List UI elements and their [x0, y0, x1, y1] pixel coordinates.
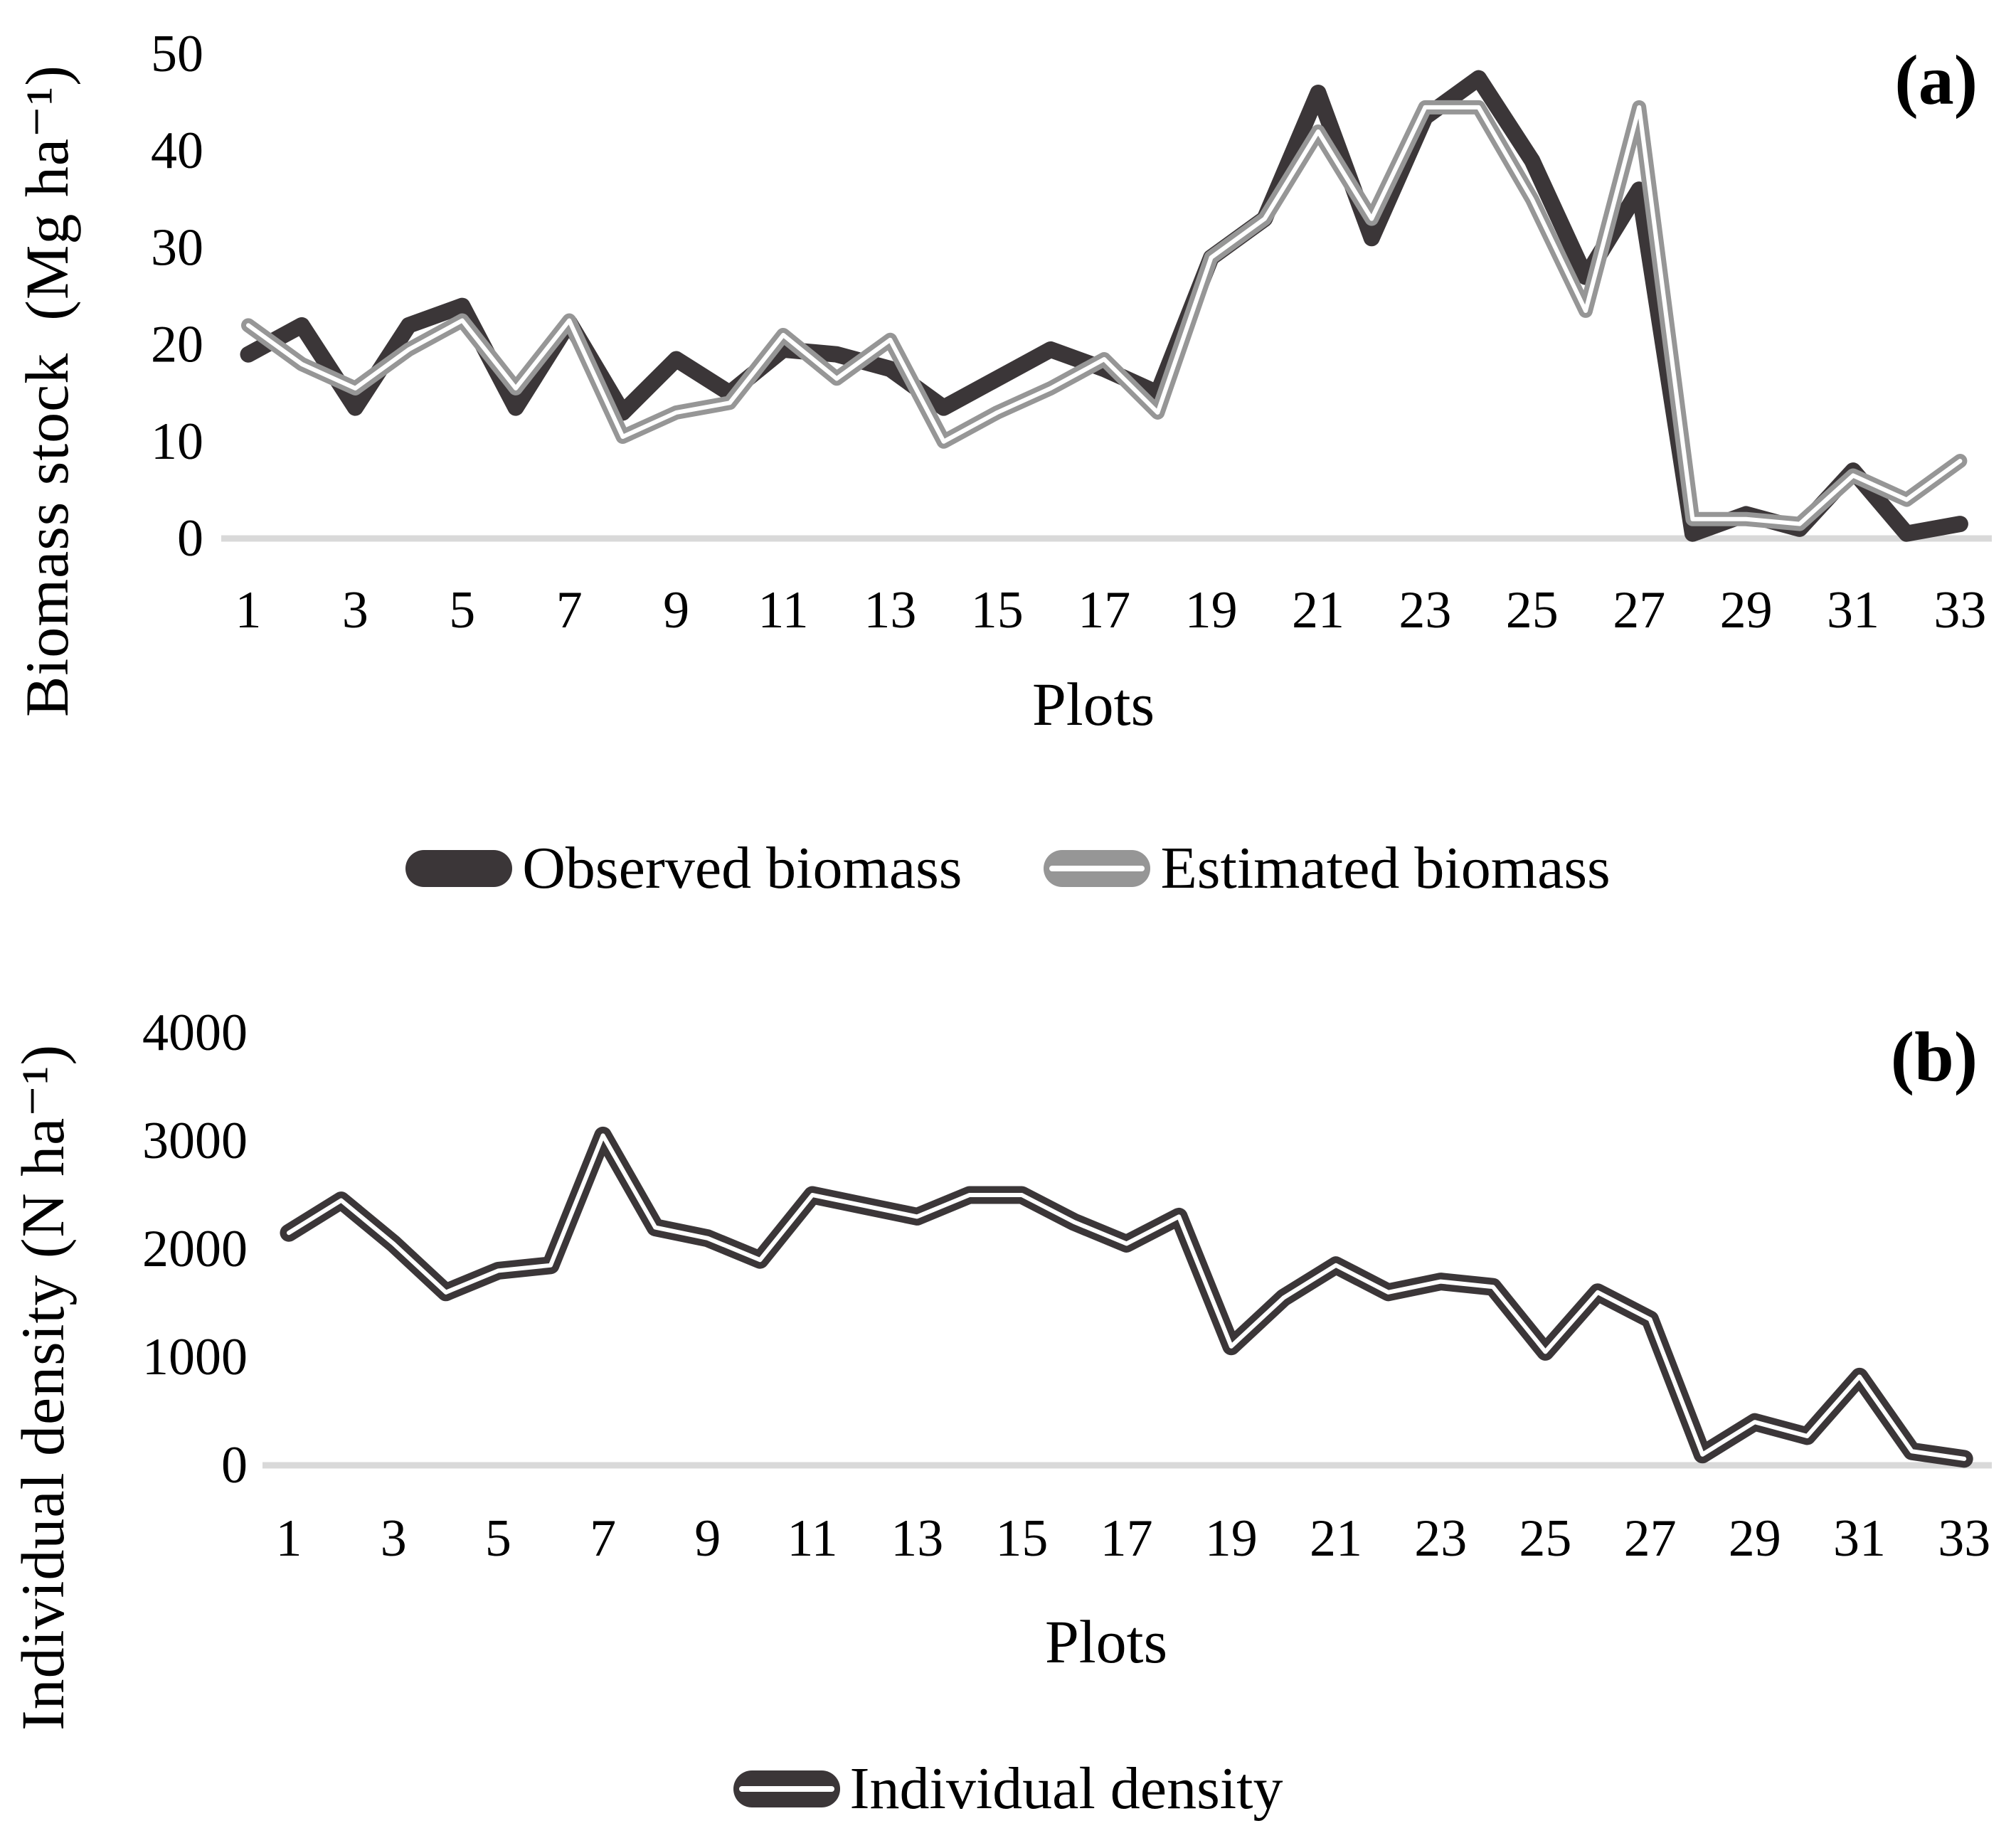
- x-tick-label: 31: [1833, 1509, 1886, 1568]
- x-tick-label: 21: [1292, 581, 1344, 639]
- y-tick-label: 4000: [142, 1004, 248, 1062]
- y-tick-label: 40: [151, 122, 203, 180]
- legend-item-individual-density: Individual density: [733, 1754, 1283, 1823]
- y-tick-label: 3000: [142, 1112, 248, 1170]
- y-tick-label: 20: [151, 316, 203, 374]
- swatch-core-line: [1049, 865, 1145, 871]
- x-tick-label: 29: [1720, 581, 1773, 639]
- y-axis-title-a: Biomass stock (Mg ha⁻¹): [13, 65, 81, 718]
- legend-item-observed-biomass: Observed biomass: [405, 834, 962, 903]
- y-tick-label: 0: [177, 509, 203, 568]
- x-tick-label: 7: [556, 581, 583, 639]
- y-tick-label: 10: [151, 413, 203, 471]
- x-tick-label: 17: [1078, 581, 1130, 639]
- legend-label-observed-biomass: Observed biomass: [522, 835, 962, 901]
- x-axis-title-a: Plots: [1031, 670, 1155, 738]
- x-tick-label: 19: [1205, 1509, 1258, 1568]
- x-tick-label: 21: [1310, 1509, 1362, 1568]
- x-tick-label: 1: [235, 581, 262, 639]
- x-tick-label: 31: [1827, 581, 1879, 639]
- x-tick-label: 23: [1414, 1509, 1467, 1568]
- series-core-line: [246, 105, 1963, 526]
- x-tick-label: 33: [1933, 581, 1986, 639]
- y-tick-label: 2000: [142, 1220, 248, 1278]
- panel-b-label: (b): [1890, 1017, 1978, 1096]
- x-tick-label: 15: [971, 581, 1024, 639]
- x-tick-label: 9: [663, 581, 689, 639]
- x-tick-label: 3: [342, 581, 368, 639]
- estimated-biomass-line-swatch: [1044, 849, 1151, 887]
- x-tick-label: 19: [1185, 581, 1238, 639]
- x-tick-label: 1: [276, 1509, 302, 1568]
- x-tick-label: 33: [1938, 1509, 1990, 1568]
- x-tick-label: 11: [787, 1509, 837, 1568]
- y-tick-label: 0: [221, 1436, 248, 1494]
- x-tick-label: 9: [694, 1509, 721, 1568]
- x-tick-label: 25: [1519, 1509, 1571, 1568]
- observed-biomass-line-swatch: [405, 849, 513, 887]
- legend-label-estimated-biomass: Estimated biomass: [1160, 835, 1611, 901]
- legend-item-estimated-biomass: Estimated biomass: [1044, 834, 1611, 903]
- swatch-core-line: [738, 1785, 834, 1792]
- series-line-observed-biomass: [240, 70, 1968, 542]
- panel-a-label: (a): [1894, 41, 1978, 120]
- legend-a: Observed biomass Estimated biomass: [0, 834, 2016, 903]
- x-axis-title-b: Plots: [1044, 1608, 1168, 1676]
- series-line-estimated-biomass: [241, 100, 1968, 531]
- x-tick-label: 27: [1624, 1509, 1677, 1568]
- individual-density-line-swatch: [733, 1770, 840, 1807]
- x-tick-label: 25: [1506, 581, 1559, 639]
- x-tick-label: 13: [891, 1509, 943, 1568]
- x-tick-label: 23: [1399, 581, 1451, 639]
- x-tick-label: 11: [758, 581, 808, 639]
- y-tick-label: 30: [151, 218, 203, 277]
- series-core-line: [287, 1133, 1967, 1461]
- y-axis-title-b: Individual density (N ha⁻¹): [9, 1044, 77, 1731]
- x-tick-label: 5: [449, 581, 475, 639]
- x-tick-label: 17: [1100, 1509, 1153, 1568]
- x-tick-label: 27: [1613, 581, 1665, 639]
- x-tick-label: 13: [864, 581, 916, 639]
- x-tick-label: 29: [1729, 1509, 1781, 1568]
- x-tick-label: 7: [590, 1509, 616, 1568]
- series-line-individual-density: [280, 1126, 1973, 1468]
- y-tick-label: 1000: [142, 1328, 248, 1386]
- legend-label-individual-density: Individual density: [849, 1756, 1283, 1822]
- y-tick-label: 50: [151, 25, 203, 83]
- x-tick-label: 5: [485, 1509, 511, 1568]
- x-tick-label: 15: [995, 1509, 1048, 1568]
- x-tick-label: 3: [381, 1509, 407, 1568]
- legend-b: Individual density: [0, 1754, 2016, 1823]
